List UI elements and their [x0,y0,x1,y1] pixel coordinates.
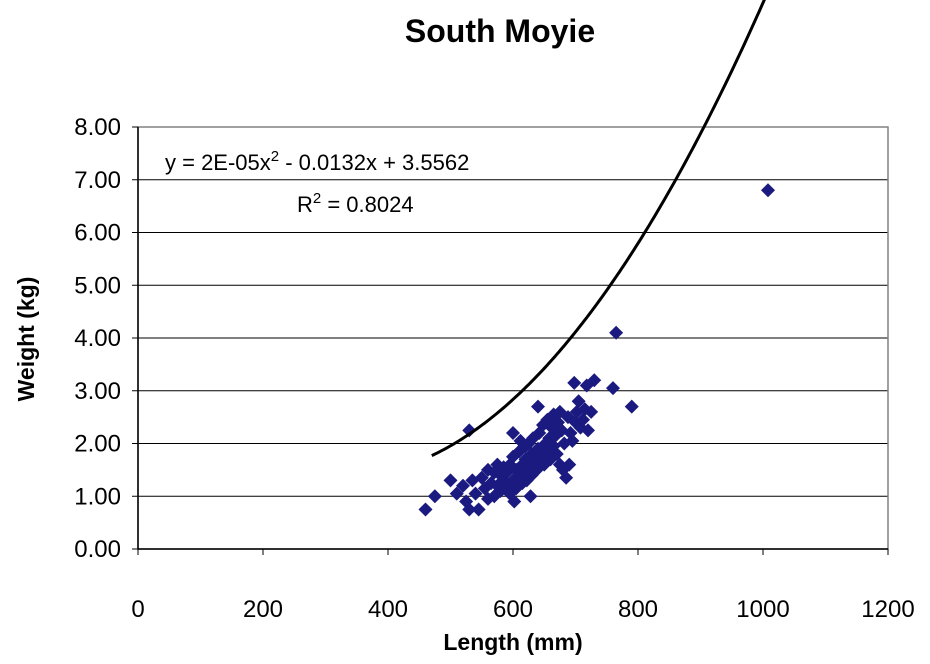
data-point [576,412,590,427]
data-point [567,375,582,390]
gridlines [138,179,888,497]
y-tick-label: 7.00 [74,167,121,194]
data-point [523,489,538,504]
x-tick-label: 1000 [736,596,789,623]
data-point [531,399,545,414]
data-point [562,457,577,472]
data-point [507,494,522,509]
data-point [571,394,586,409]
y-axis-label: Weight (kg) [13,277,39,402]
trendline-equation-rest: - 0.0132x + 3.5562 [279,150,469,175]
r-squared-rest: = 0.8024 [321,192,413,217]
data-point [587,373,602,388]
trendline-equation-base: y = 2E-05x [165,150,271,175]
data-point [581,423,595,438]
data-point [606,381,620,396]
trendline-equation-exp: 2 [271,148,279,165]
data-point [584,404,599,419]
data-points [418,183,775,517]
data-point [462,423,477,438]
y-tick-label: 2.00 [74,431,121,458]
x-tick-labels: 0 200 400 600 800 1000 1200 [131,596,914,623]
y-tick-labels: 0.00 1.00 2.00 3.00 4.00 5.00 6.00 7.00 8.00 [74,114,121,563]
y-tick-label: 5.00 [74,272,121,299]
trendline [431,0,766,457]
data-point [456,478,470,493]
data-point [559,470,574,485]
y-tick-label: 4.00 [74,325,121,352]
y-tick-label: 3.00 [74,378,121,405]
x-tick-label: 200 [243,596,283,623]
data-point [761,183,775,198]
y-tick-label: 8.00 [74,114,121,141]
data-point [468,486,483,501]
x-tick-label: 400 [368,596,408,623]
r-squared-label: R2 = 0.8024 [297,190,414,217]
axes [132,126,889,555]
r-squared-prefix: R [297,192,313,217]
data-point [449,486,464,501]
x-tick-label: 600 [493,596,533,623]
data-point [418,502,433,517]
data-point [443,473,458,488]
x-tick-label: 1200 [861,596,914,623]
data-point [506,425,520,440]
y-tick-label: 0.00 [74,536,121,563]
data-point [474,470,489,485]
data-point [471,502,486,517]
r-squared-exp: 2 [313,190,321,207]
data-point [624,399,639,414]
data-point [549,447,564,462]
y-tick-label: 1.00 [74,483,121,510]
data-point [462,502,477,517]
x-tick-label: 0 [131,596,144,623]
data-point [565,433,580,448]
x-tick-label: 800 [618,596,658,623]
y-tick-label: 6.00 [74,220,121,247]
trendline-equation: y = 2E-05x2 - 0.0132x + 3.5562 [165,148,469,175]
data-point [609,325,624,340]
data-point [427,489,442,504]
x-axis-label: Length (mm) [443,629,582,655]
chart-title: South Moyie [405,13,595,49]
